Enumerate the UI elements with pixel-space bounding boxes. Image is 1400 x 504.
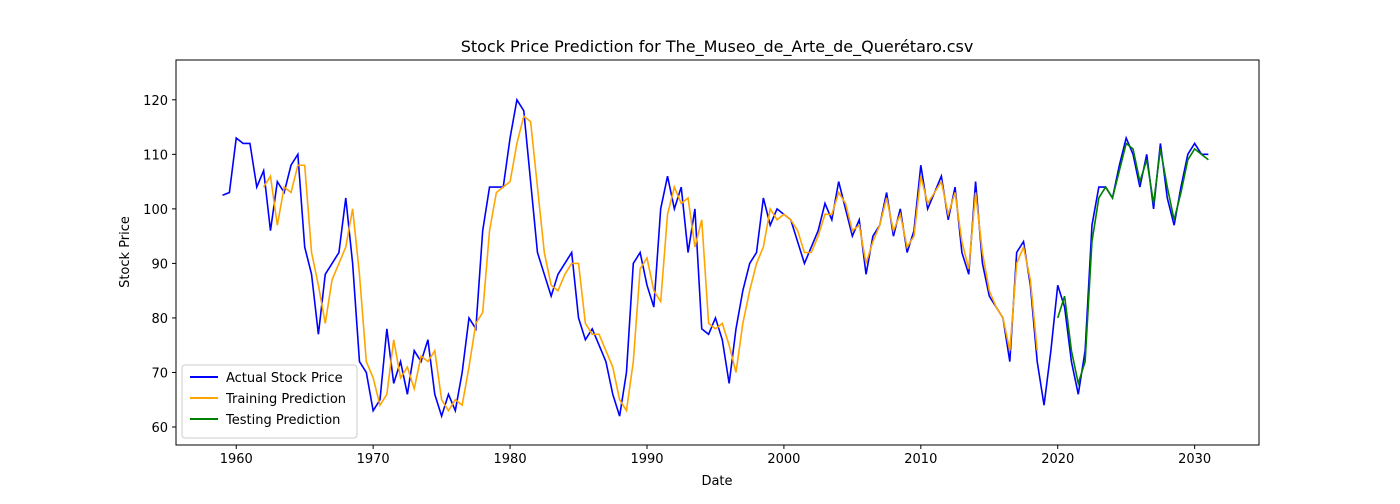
legend-label: Actual Stock Price xyxy=(226,371,343,386)
y-tick-label: 120 xyxy=(143,94,168,109)
x-tick-label: 2020 xyxy=(1041,452,1074,467)
legend: Actual Stock Price Training Prediction Tes… xyxy=(181,364,358,439)
plot-frame xyxy=(175,59,1260,446)
x-tick-label: 1970 xyxy=(357,452,390,467)
y-tick-label: 90 xyxy=(151,257,168,272)
series-line xyxy=(222,97,1209,419)
y-tick-label: 70 xyxy=(151,366,168,381)
legend-label: Training Prediction xyxy=(225,392,346,407)
x-tick-label: 2000 xyxy=(767,452,800,467)
series-line xyxy=(1056,142,1209,387)
chart-title: Stock Price Prediction for The_Museo_de_… xyxy=(461,37,974,57)
x-tick-label: 1990 xyxy=(630,452,663,467)
y-tick-label: 100 xyxy=(143,203,168,218)
x-tick-label: 2010 xyxy=(904,452,937,467)
x-axis-label: Date xyxy=(701,474,732,489)
legend-box xyxy=(181,364,358,439)
x-tick-label: 2030 xyxy=(1178,452,1211,467)
legend-label: Testing Prediction xyxy=(225,413,340,428)
y-axis-label: Stock Price xyxy=(118,216,133,288)
x-tick-label: 1980 xyxy=(494,452,527,467)
series-line xyxy=(262,114,1038,413)
y-tick-label: 80 xyxy=(151,312,168,327)
y-tick-label: 110 xyxy=(143,148,168,163)
x-tick-label: 1960 xyxy=(220,452,253,467)
y-tick-label: 60 xyxy=(151,421,168,436)
